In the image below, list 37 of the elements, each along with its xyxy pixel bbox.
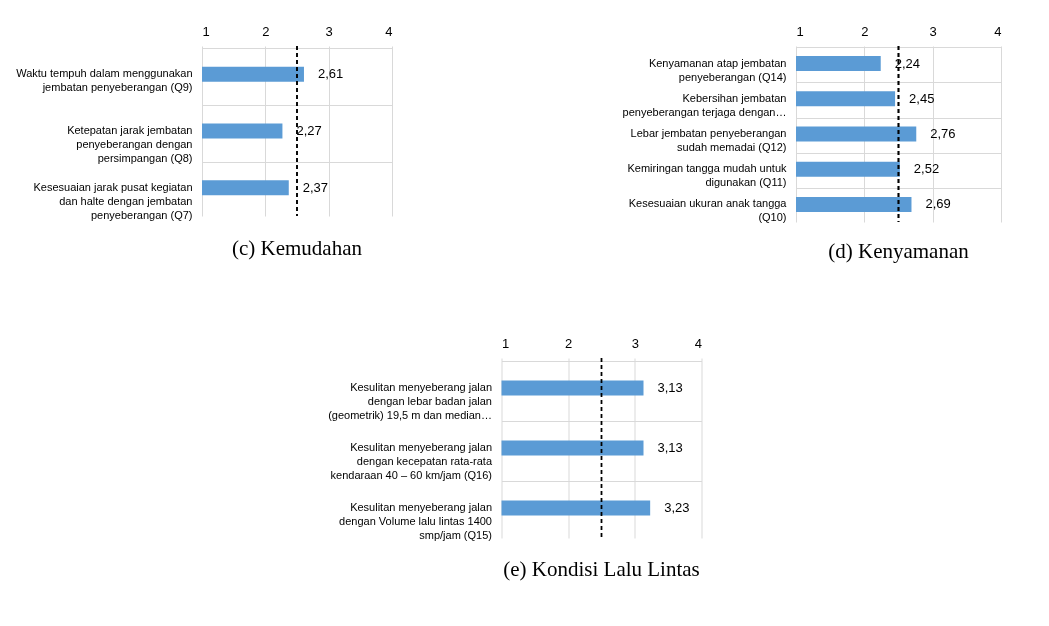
x-tick-label: 2 <box>861 23 869 39</box>
text: (c) Kemudahan <box>231 236 363 261</box>
data-label: 3,13 <box>657 380 683 395</box>
y-tick-label: Kenyamanan atap jembatan penyeberangan (Q14) <box>648 56 787 83</box>
data-label: 2,37 <box>302 179 329 195</box>
data-label: 2,27 <box>296 123 322 138</box>
y-tick-label: Kesesuaian ukuran anak tangga (Q10) <box>628 197 788 224</box>
data-label: 2,52 <box>913 161 940 177</box>
x-tick-label: 3 <box>929 23 937 39</box>
x-tick-label: 1 <box>202 23 210 39</box>
x-tick-label: 1 <box>502 335 510 351</box>
data-label: 2,24 <box>894 55 921 71</box>
x-tick-label: 2 <box>565 335 573 351</box>
data-label: 2,61 <box>317 66 344 82</box>
data-label: 2,76 <box>930 126 956 141</box>
text: (d) Kenyamanan <box>828 238 970 263</box>
y-tick-label: Lebar jembatan penyeberangan sudah memadai (Q12) <box>630 127 787 153</box>
y-tick-label: Kebersihan jembatan penyeberangan terjaga dengan… <box>622 91 787 118</box>
data-label: 2,69 <box>925 196 951 212</box>
y-tick-label: Kesulitan menyeberang jalan dengan Volume lalu lintas 1400 smp/jam (Q15) <box>339 501 492 541</box>
x-tick-label: 3 <box>631 335 639 351</box>
y-tick-label: Ketepatan jarak jembatan penyeberangan dengan persimpangan (Q8) <box>67 124 193 164</box>
x-tick-label: 2 <box>262 23 270 39</box>
x-tick-label: 1 <box>796 23 804 39</box>
text: (e) Kondisi Lalu Lintas <box>503 556 700 581</box>
y-tick-label: Waktu tempuh dalam menggunakan jembatan penyeberangan (Q9) <box>16 67 193 94</box>
data-label: 2,45 <box>909 90 935 106</box>
x-tick-label: 3 <box>325 23 333 39</box>
y-tick-label: Kesulitan menyeberang jalan dengan lebar badan jalan (geometrik) 19,5 m dan median… <box>328 381 492 421</box>
x-tick-label: 4 <box>694 335 702 351</box>
y-tick-label: Kesulitan menyeberang jalan dengan kecepatan rata-rata kendaraan 40 – 60 km/jam (Q16) <box>330 441 493 481</box>
y-tick-label: Kemiringan tangga mudah untuk digunakan (Q11) <box>627 162 787 189</box>
x-tick-label: 4 <box>994 23 1002 39</box>
x-tick-label: 4 <box>385 23 393 39</box>
y-tick-label: Kesesuaian jarak pusat kegiatan dan halte dengan jembatan penyeberangan (Q7) <box>33 180 193 221</box>
data-label: 3,13 <box>657 440 683 455</box>
data-label: 3,23 <box>664 500 690 515</box>
